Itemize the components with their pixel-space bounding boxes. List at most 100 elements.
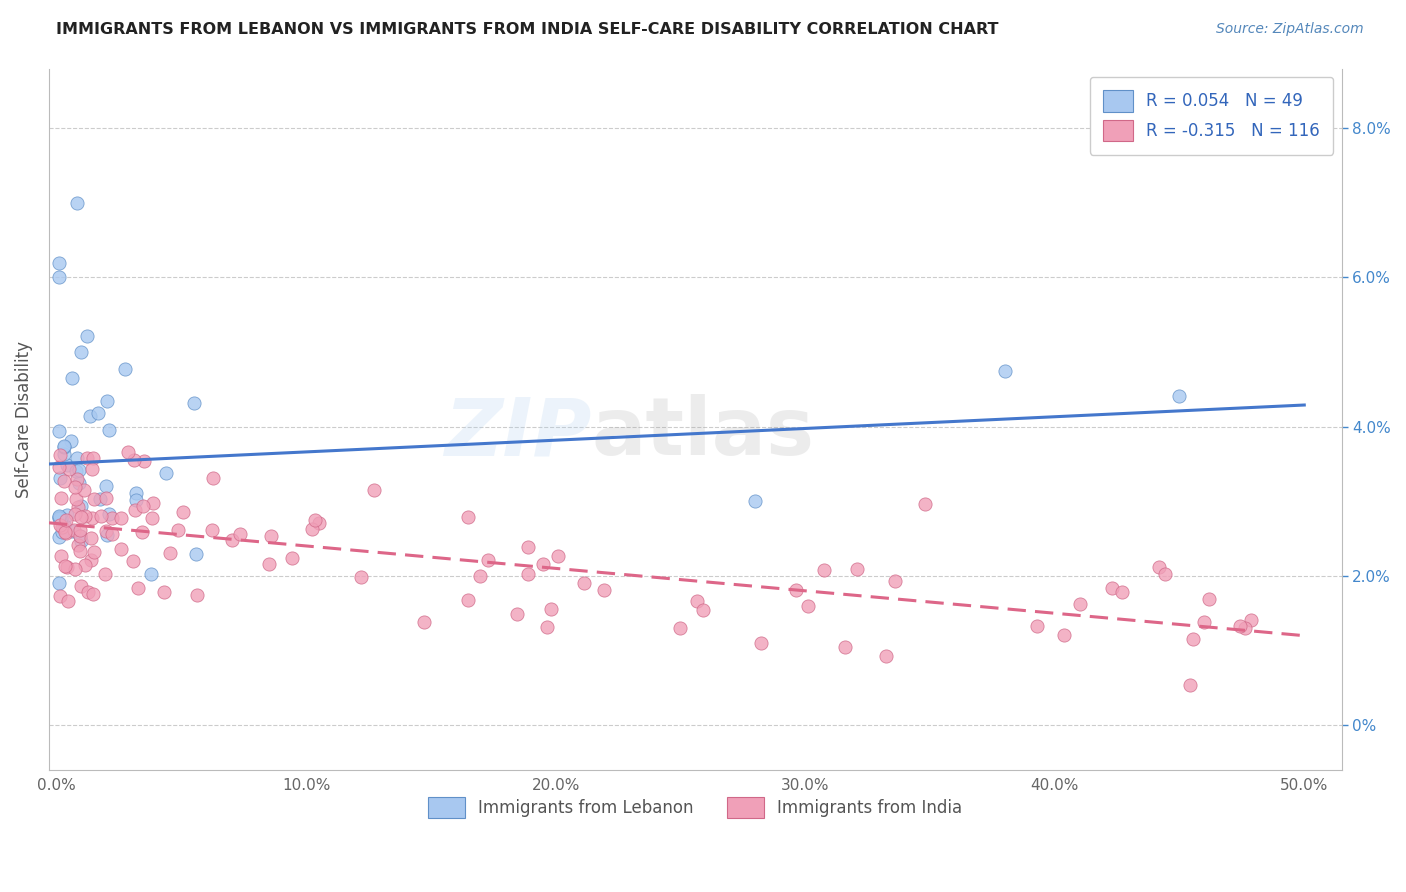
- Point: [202, 471, 225, 485]
- Point: [883, 574, 905, 589]
- Point: [59, 434, 82, 449]
- Point: [167, 524, 190, 538]
- Point: [49, 549, 72, 563]
- Point: [56, 594, 79, 608]
- Y-axis label: Self-Care Disability: Self-Care Disability: [15, 341, 32, 498]
- Point: [56, 458, 79, 472]
- Point: [124, 503, 146, 517]
- Point: [183, 396, 205, 410]
- Point: [82, 587, 104, 601]
- Point: [48, 518, 70, 533]
- Point: [121, 554, 143, 568]
- Point: [1026, 619, 1049, 633]
- Point: [517, 541, 540, 555]
- Point: [70, 579, 93, 593]
- Point: [172, 504, 194, 518]
- Point: [875, 648, 897, 663]
- Point: [86, 406, 108, 420]
- Point: [692, 603, 714, 617]
- Point: [72, 483, 94, 498]
- Point: [124, 492, 146, 507]
- Point: [477, 553, 499, 567]
- Point: [308, 516, 330, 530]
- Point: [55, 524, 77, 539]
- Point: [744, 493, 766, 508]
- Point: [1198, 592, 1220, 607]
- Point: [1181, 632, 1204, 646]
- Point: [796, 599, 818, 614]
- Point: [79, 531, 101, 545]
- Point: [51, 520, 73, 534]
- Point: [1233, 621, 1256, 635]
- Point: [914, 497, 936, 511]
- Point: [66, 451, 89, 466]
- Point: [413, 615, 436, 629]
- Point: [101, 527, 124, 541]
- Point: [63, 480, 86, 494]
- Point: [48, 509, 70, 524]
- Point: [1053, 628, 1076, 642]
- Point: [69, 534, 91, 549]
- Point: [80, 553, 103, 567]
- Point: [593, 583, 616, 598]
- Point: [159, 546, 181, 560]
- Point: [96, 393, 118, 408]
- Point: [48, 460, 70, 475]
- Point: [94, 491, 117, 506]
- Point: [117, 445, 139, 459]
- Text: Source: ZipAtlas.com: Source: ZipAtlas.com: [1216, 22, 1364, 37]
- Point: [1168, 389, 1191, 403]
- Point: [141, 567, 163, 582]
- Point: [83, 545, 105, 559]
- Point: [80, 462, 103, 476]
- Point: [153, 585, 176, 599]
- Point: [98, 423, 121, 437]
- Point: [65, 464, 87, 478]
- Point: [505, 607, 527, 621]
- Point: [65, 562, 87, 576]
- Point: [58, 461, 80, 475]
- Point: [94, 479, 117, 493]
- Point: [76, 451, 98, 466]
- Point: [73, 508, 96, 523]
- Point: [67, 463, 90, 477]
- Point: [70, 345, 93, 359]
- Point: [142, 496, 165, 510]
- Point: [62, 523, 84, 537]
- Point: [48, 471, 70, 485]
- Point: [536, 620, 558, 634]
- Point: [785, 583, 807, 598]
- Point: [749, 636, 772, 650]
- Point: [110, 511, 132, 525]
- Point: [48, 530, 70, 544]
- Point: [49, 590, 72, 604]
- Point: [1069, 597, 1091, 611]
- Point: [69, 524, 91, 538]
- Point: [53, 439, 76, 453]
- Point: [69, 544, 91, 558]
- Point: [229, 527, 252, 541]
- Point: [79, 409, 101, 423]
- Point: [96, 528, 118, 542]
- Point: [69, 529, 91, 543]
- Point: [52, 440, 75, 454]
- Point: [572, 575, 595, 590]
- Point: [1240, 613, 1263, 627]
- Point: [1101, 581, 1123, 595]
- Point: [67, 500, 90, 515]
- Point: [65, 492, 87, 507]
- Point: [186, 547, 208, 561]
- Point: [77, 584, 100, 599]
- Point: [1229, 618, 1251, 632]
- Point: [55, 560, 77, 574]
- Point: [67, 475, 90, 490]
- Point: [97, 508, 120, 522]
- Point: [48, 511, 70, 525]
- Point: [131, 524, 153, 539]
- Legend: Immigrants from Lebanon, Immigrants from India: Immigrants from Lebanon, Immigrants from…: [422, 790, 969, 825]
- Point: [101, 511, 124, 525]
- Point: [186, 588, 208, 602]
- Point: [48, 270, 70, 285]
- Point: [540, 602, 562, 616]
- Point: [1178, 678, 1201, 692]
